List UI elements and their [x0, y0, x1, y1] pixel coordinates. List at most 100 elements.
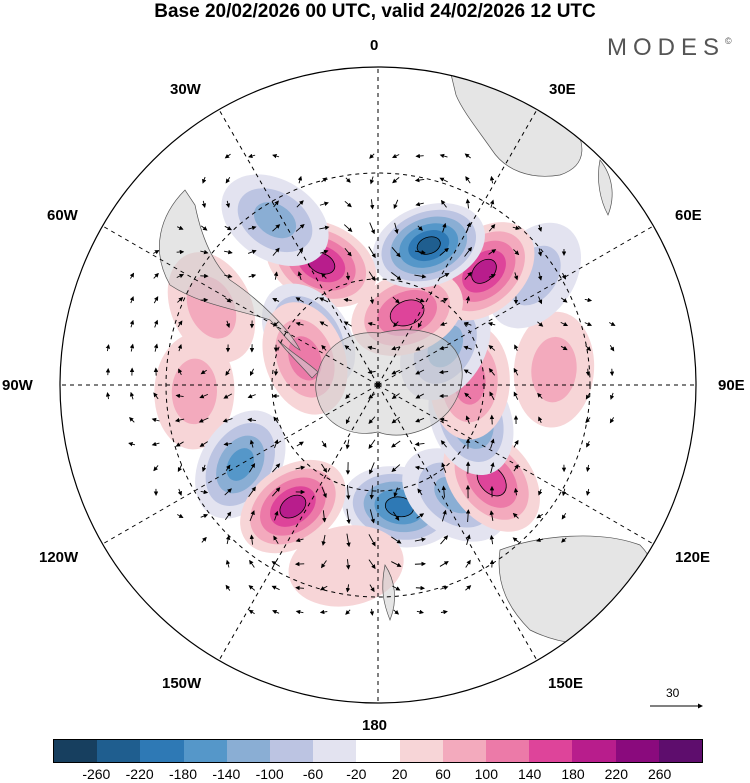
wind-arrow [199, 441, 208, 447]
wind-arrow [198, 417, 209, 423]
colorbar-bin [658, 740, 703, 762]
wind-arrow [224, 511, 232, 521]
wind-arrow [392, 296, 400, 304]
wind-arrow [296, 200, 304, 208]
colorbar-bin [399, 740, 443, 762]
wind-arrow [368, 246, 376, 259]
wind-arrow [441, 462, 447, 473]
wind-arrow [489, 199, 495, 208]
meridian-line [377, 384, 538, 661]
lon-label-150w: 150W [162, 675, 202, 692]
wind-arrow [369, 584, 375, 593]
wind-arrow [417, 225, 423, 231]
meridian-line [218, 109, 379, 386]
wind-arrow [249, 368, 255, 377]
colorbar-bin [97, 740, 141, 762]
wind-arrow [177, 344, 183, 352]
wind-arrow [343, 297, 352, 303]
wind-arrow [319, 201, 329, 206]
wind-arrow [345, 584, 351, 593]
anomaly-contour [171, 358, 218, 425]
wind-arrow [537, 392, 543, 399]
colorbar [53, 739, 703, 763]
wind-arrow [537, 321, 544, 327]
chart-title: Base 20/02/2026 00 UTC, valid 24/02/2026… [154, 1, 596, 22]
colorbar-tick-label: -220 [125, 766, 154, 782]
wind-arrow [369, 485, 375, 500]
wind-arrow [465, 176, 471, 184]
wind-arrow [368, 271, 376, 282]
wind-arrow [439, 177, 448, 183]
wind-arrow [249, 439, 255, 448]
wind-arrow [585, 368, 591, 377]
wind-arrow [415, 153, 424, 159]
wind-arrow [224, 225, 232, 231]
wind-arrow [346, 484, 351, 500]
wind-arrow [538, 296, 543, 305]
wind-arrow [273, 200, 279, 208]
meridian-line [218, 384, 379, 661]
wind-arrow [393, 199, 399, 210]
wind-arrow [174, 417, 185, 423]
wind-arrow [414, 465, 425, 471]
colorbar-tick-label: 20 [391, 766, 408, 782]
wind-arrow [201, 200, 207, 209]
wind-arrow [512, 225, 521, 231]
wind-arrow [273, 535, 279, 544]
wind-arrow [391, 369, 401, 375]
wind-arrow [345, 272, 351, 281]
wind-arrow [295, 297, 304, 303]
wind-arrow [295, 537, 304, 543]
wind-arrow [490, 438, 495, 449]
wind-arrow [369, 199, 375, 210]
wind-arrow [321, 560, 327, 569]
wind-arrow [369, 153, 375, 159]
colorbar-tick-label: 140 [517, 766, 542, 782]
wind-arrow [345, 416, 350, 425]
wind-arrow [416, 609, 424, 615]
wind-arrow [201, 536, 207, 543]
wind-arrow [223, 441, 232, 447]
wind-arrow [439, 417, 448, 423]
wind-arrow [561, 488, 567, 497]
wind-arrow [490, 462, 495, 474]
wind-arrow [368, 559, 376, 570]
wind-arrow [225, 320, 231, 329]
wind-arrow [177, 296, 184, 303]
wind-arrow [295, 609, 304, 615]
wind-arrow [414, 561, 426, 567]
wind-arrow [439, 273, 450, 279]
wind-arrow [273, 416, 279, 424]
wind-arrow [222, 418, 233, 423]
wind-arrow [538, 416, 543, 424]
wind-arrow [249, 559, 255, 568]
colorbar-tick-label: 100 [474, 766, 499, 782]
madagascar [598, 159, 613, 216]
wind-arrow [224, 488, 232, 496]
wind-arrow [415, 417, 425, 423]
wind-arrow [440, 585, 449, 591]
wind-arrow [249, 510, 255, 522]
wind-arrow [465, 415, 470, 424]
wind-arrow [609, 345, 615, 352]
wind-arrow [223, 393, 233, 399]
wind-arrow [464, 246, 473, 257]
colorbar-bin [54, 740, 98, 762]
lon-label-120w: 120W [39, 549, 79, 566]
wind-arrow [176, 273, 185, 279]
wind-arrow [391, 536, 402, 544]
wind-arrow [585, 464, 591, 472]
wind-arrow [319, 225, 330, 230]
anomaly-contour [531, 336, 577, 403]
wind-arrow [273, 368, 279, 376]
wind-arrow [345, 393, 351, 400]
wind-arrow [393, 487, 398, 498]
wind-arrow [415, 297, 425, 303]
wind-arrow [415, 201, 424, 207]
wind-arrow [319, 585, 328, 591]
wind-arrow [391, 346, 401, 351]
wind-arrow [200, 225, 208, 231]
wind-arrow [105, 392, 111, 400]
brand-text: MODES [607, 34, 726, 61]
wind-arrow [129, 296, 134, 304]
